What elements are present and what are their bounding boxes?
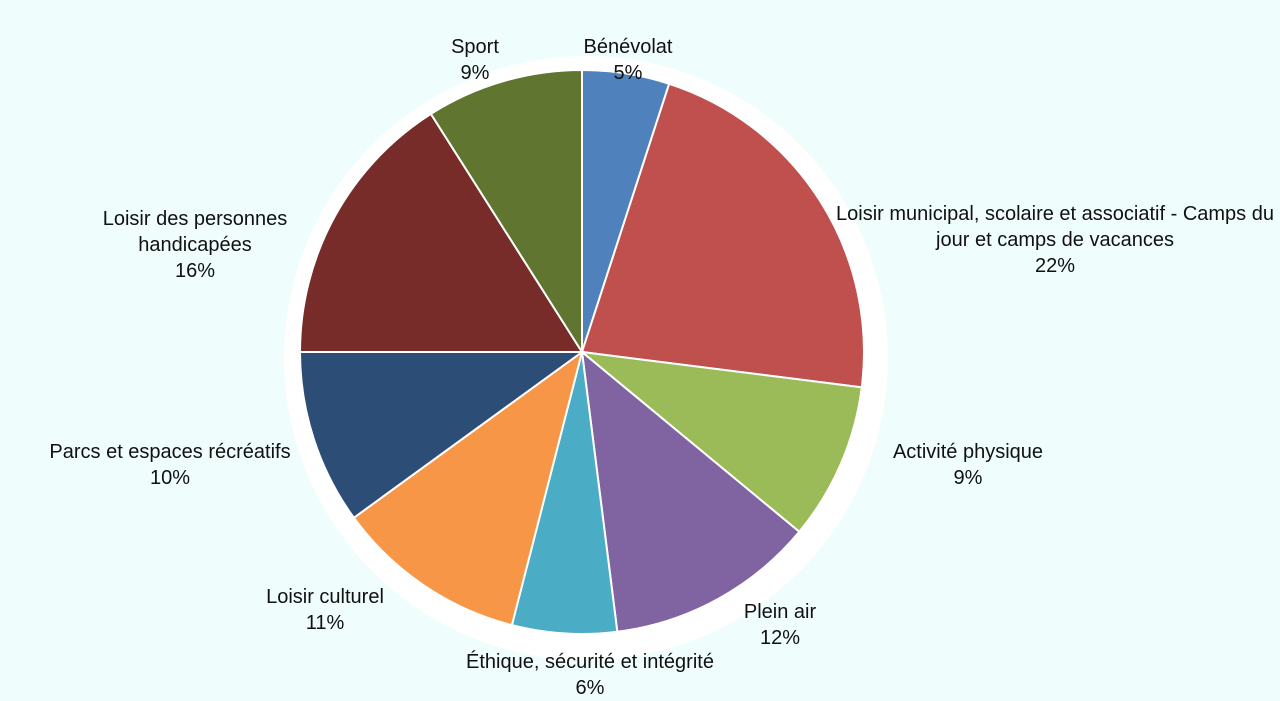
slice-label: Parcs et espaces récréatifs 10% <box>5 439 335 491</box>
slice-label: Loisir culturel 11% <box>225 584 425 636</box>
slice-percent: 9% <box>460 62 490 84</box>
pie-slice <box>352 349 584 627</box>
slice-name: Parcs et espaces récréatifs <box>49 441 291 463</box>
slice-name: Loisir des personnes handicapées <box>102 208 288 256</box>
slice-name: Bénévolat <box>583 36 673 58</box>
slice-name: Loisir culturel <box>266 586 384 608</box>
pie-slice <box>580 82 865 389</box>
slice-label: Loisir municipal, scolaire et associatif… <box>835 201 1275 279</box>
pie-slice <box>429 68 583 356</box>
slice-name: Éthique, sécurité et intégrité <box>466 651 714 673</box>
slice-name: Loisir municipal, scolaire et associatif… <box>836 203 1274 251</box>
slice-percent: 16% <box>174 260 216 282</box>
slice-percent: 22% <box>1034 255 1076 277</box>
slice-name: Plein air <box>743 601 817 623</box>
slice-label: Plein air 12% <box>710 599 850 651</box>
pie-slice <box>298 112 584 353</box>
slice-percent: 12% <box>759 627 801 649</box>
slice-label: Loisir des personnes handicapées 16% <box>70 206 320 284</box>
slice-percent: 6% <box>575 677 605 699</box>
slice-name: Activité physique <box>892 441 1044 463</box>
slice-percent: 9% <box>953 467 983 489</box>
pie-slice <box>298 351 586 520</box>
slice-label: Éthique, sécurité et intégrité 6% <box>430 649 750 701</box>
slice-label: Bénévolat 5% <box>528 34 728 86</box>
slice-percent: 11% <box>305 612 345 634</box>
slice-name: Sport <box>451 36 499 58</box>
pie-slice <box>580 349 801 633</box>
slice-label: Sport 9% <box>415 34 535 86</box>
slice-percent: 10% <box>149 467 191 489</box>
slice-label: Activité physique 9% <box>848 439 1088 491</box>
pie-slice <box>578 350 863 534</box>
slice-percent: 5% <box>613 62 643 84</box>
